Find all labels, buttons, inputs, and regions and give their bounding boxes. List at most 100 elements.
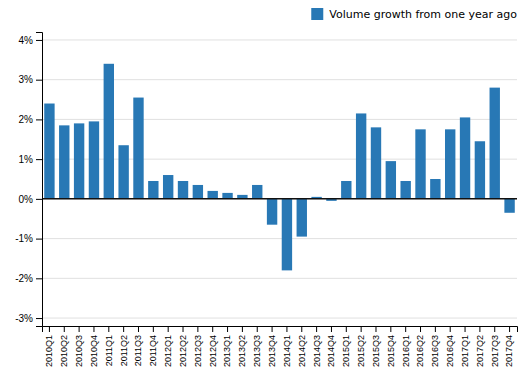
x-tick-mark	[168, 326, 169, 332]
x-tick-mark	[242, 326, 243, 332]
y-tick-mark	[36, 318, 42, 319]
y-tick-mark	[36, 159, 42, 160]
x-tick: 2017Q3	[490, 326, 500, 367]
x-tick-label: 2012Q2	[178, 335, 188, 367]
x-tick: 2011Q4	[148, 326, 158, 366]
x-tick-label: 2017Q1	[460, 335, 470, 367]
grid-line	[42, 39, 517, 40]
y-tick: 0%	[19, 194, 42, 205]
x-tick: 2017Q4	[504, 326, 514, 367]
x-tick-label: 2012Q4	[208, 335, 218, 367]
x-tick: 2016Q2	[415, 326, 425, 367]
x-tick: 2013Q4	[267, 326, 277, 367]
x-tick-mark	[64, 326, 65, 332]
y-tick-mark	[36, 199, 42, 200]
x-tick-label: 2017Q3	[490, 335, 500, 367]
x-tick: 2015Q2	[356, 326, 366, 367]
x-tick-mark	[123, 326, 124, 332]
y-tick-mark	[36, 119, 42, 120]
bar	[282, 199, 292, 271]
y-tick-mark	[36, 40, 42, 41]
x-tick: 2014Q1	[282, 326, 292, 367]
y-tick-mark	[36, 239, 42, 240]
x-tick: 2014Q2	[297, 326, 307, 367]
x-tick: 2013Q3	[252, 326, 262, 367]
grid-line	[42, 318, 517, 319]
x-tick-mark	[153, 326, 154, 332]
x-tick: 2014Q4	[326, 326, 336, 367]
y-tick-mark	[36, 278, 42, 279]
x-tick-label: 2010Q4	[89, 335, 99, 367]
x-tick: 2017Q2	[475, 326, 485, 367]
bar	[44, 104, 54, 199]
x-tick-label: 2017Q4	[504, 335, 514, 367]
x-tick: 2013Q2	[237, 326, 247, 367]
x-tick-mark	[183, 326, 184, 332]
y-tick: 4%	[19, 35, 42, 46]
x-tick: 2013Q1	[222, 326, 232, 367]
x-tick-label: 2014Q3	[311, 335, 321, 367]
x-tick: 2010Q2	[59, 326, 69, 367]
x-tick-mark	[465, 326, 466, 332]
y-tick: -2%	[15, 273, 42, 284]
x-tick-label: 2013Q2	[237, 335, 247, 367]
x-tick-label: 2010Q3	[74, 335, 84, 367]
x-tick-mark	[108, 326, 109, 332]
bar	[386, 161, 396, 199]
x-tick-label: 2013Q4	[267, 335, 277, 367]
x-tick-mark	[346, 326, 347, 332]
x-tick-mark	[301, 326, 302, 332]
x-tick-label: 2014Q4	[326, 335, 336, 367]
legend-label: Volume growth from one year ago	[329, 8, 517, 21]
x-tick-mark	[257, 326, 258, 332]
bar	[445, 129, 455, 199]
legend: Volume growth from one year ago	[311, 8, 517, 21]
x-tick-mark	[49, 326, 50, 332]
x-tick-label: 2011Q2	[119, 335, 129, 366]
y-tick-label: 4%	[19, 35, 34, 46]
x-tick-label: 2010Q1	[44, 335, 54, 367]
x-tick: 2014Q3	[311, 326, 321, 367]
x-tick-mark	[197, 326, 198, 332]
plot: -3% -2% -1% 0% 1% 2% 3% 4% 2010Q1 2010Q2 2010Q3 201…	[15, 33, 517, 368]
bar	[59, 125, 69, 199]
bar	[193, 185, 203, 199]
bar	[133, 98, 143, 199]
legend-swatch	[311, 8, 323, 20]
bar	[178, 181, 188, 199]
x-tick-label: 2016Q1	[401, 335, 411, 367]
x-tick: 2016Q3	[430, 326, 440, 367]
bar	[104, 64, 114, 199]
x-tick-mark	[509, 326, 510, 332]
y-tick-label: 1%	[19, 154, 34, 165]
x-tick-label: 2015Q1	[341, 335, 351, 367]
y-tick-label: -3%	[15, 313, 33, 324]
y-tick: 1%	[19, 154, 42, 165]
x-tick-label: 2011Q1	[104, 335, 114, 366]
x-tick: 2015Q3	[371, 326, 381, 367]
chart: -3% -2% -1% 0% 1% 2% 3% 4% 2010Q1 2010Q2 2010Q3 201…	[0, 0, 529, 378]
x-tick-mark	[272, 326, 273, 332]
x-tick-label: 2012Q1	[163, 335, 173, 367]
bar	[371, 127, 381, 199]
bar	[252, 185, 262, 199]
x-tick-label: 2013Q1	[222, 335, 232, 367]
x-tick-mark	[479, 326, 480, 332]
y-tick: -3%	[15, 313, 42, 324]
y-tick-mark	[36, 80, 42, 81]
x-tick: 2015Q1	[341, 326, 351, 367]
x-tick-mark	[316, 326, 317, 332]
y-tick-label: 2%	[19, 114, 34, 125]
x-tick: 2016Q1	[401, 326, 411, 367]
bar	[415, 129, 425, 199]
x-tick-label: 2011Q3	[133, 335, 143, 366]
y-tick: -1%	[15, 233, 42, 244]
y-tick-label: 3%	[19, 74, 34, 85]
x-tick-mark	[450, 326, 451, 332]
x-tick-mark	[361, 326, 362, 332]
x-tick-mark	[212, 326, 213, 332]
x-tick: 2011Q2	[119, 326, 129, 366]
y-tick: 3%	[19, 74, 42, 85]
x-tick: 2012Q1	[163, 326, 173, 367]
x-tick-label: 2016Q4	[445, 335, 455, 367]
